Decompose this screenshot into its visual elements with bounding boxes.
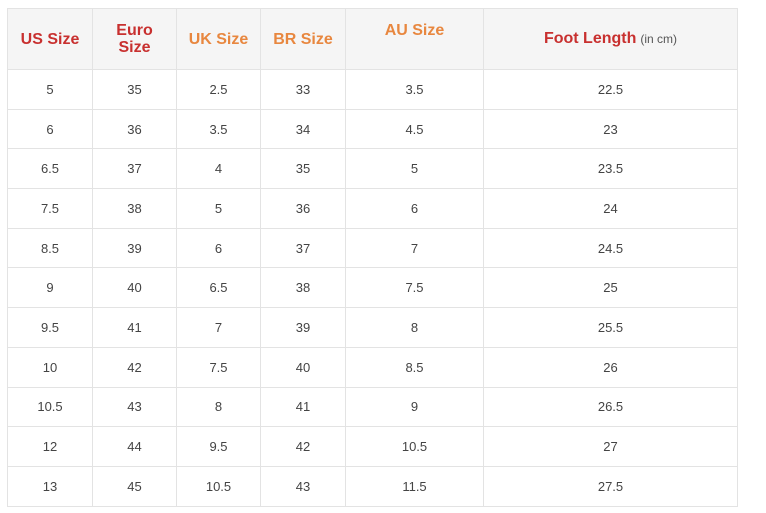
cell-euro-size: 44 — [92, 426, 177, 467]
cell-uk-size: 6.5 — [176, 267, 261, 309]
cell-us-size: 9.5 — [7, 307, 93, 348]
cell-uk-size: 7 — [176, 307, 261, 348]
table-row: 6.5 37 4 35 5 23.5 — [7, 148, 738, 190]
header-br-size: BR Size — [260, 8, 346, 70]
cell-foot-length: 25 — [483, 267, 738, 309]
cell-us-size: 10.5 — [7, 386, 93, 428]
cell-euro-size: 38 — [92, 188, 177, 229]
cell-uk-size: 10.5 — [176, 465, 261, 507]
cell-br-size: 40 — [260, 346, 346, 388]
cell-uk-size: 9.5 — [176, 426, 261, 467]
cell-foot-length: 24.5 — [483, 227, 738, 269]
cell-foot-length: 25.5 — [483, 307, 738, 348]
cell-au-size: 9 — [345, 386, 484, 428]
cell-foot-length: 23.5 — [483, 148, 738, 190]
cell-br-size: 33 — [260, 69, 346, 110]
cell-au-size: 10.5 — [345, 426, 484, 467]
cell-uk-size: 4 — [176, 148, 261, 190]
cell-foot-length: 24 — [483, 188, 738, 229]
cell-euro-size: 37 — [92, 148, 177, 190]
cell-uk-size: 8 — [176, 386, 261, 428]
cell-us-size: 5 — [7, 69, 93, 110]
cell-us-size: 6.5 — [7, 148, 93, 190]
cell-foot-length: 27.5 — [483, 465, 738, 507]
table-row: 9 40 6.5 38 7.5 25 — [7, 267, 738, 309]
cell-us-size: 9 — [7, 267, 93, 309]
cell-foot-length: 26 — [483, 346, 738, 388]
cell-euro-size: 45 — [92, 465, 177, 507]
cell-euro-size: 43 — [92, 386, 177, 428]
cell-uk-size: 5 — [176, 188, 261, 229]
cell-us-size: 6 — [7, 108, 93, 150]
header-foot-length-unit: (in cm) — [640, 32, 678, 46]
cell-br-size: 35 — [260, 148, 346, 190]
cell-foot-length: 22.5 — [483, 69, 738, 110]
shoe-size-table: US Size Euro Size UK Size BR Size AU Size… — [7, 8, 738, 507]
table-row: 5 35 2.5 33 3.5 22.5 — [7, 69, 738, 110]
table-row: 7.5 38 5 36 6 24 — [7, 188, 738, 229]
cell-au-size: 8.5 — [345, 346, 484, 388]
header-euro-line1: Euro — [116, 22, 153, 39]
cell-br-size: 43 — [260, 465, 346, 507]
cell-foot-length: 23 — [483, 108, 738, 150]
cell-br-size: 39 — [260, 307, 346, 348]
cell-uk-size: 2.5 — [176, 69, 261, 110]
header-row: US Size Euro Size UK Size BR Size AU Size… — [7, 8, 738, 70]
header-foot-length: Foot Length (in cm) — [483, 8, 738, 70]
cell-euro-size: 39 — [92, 227, 177, 269]
table-row: 8.5 39 6 37 7 24.5 — [7, 227, 738, 269]
header-au-size: AU Size — [345, 8, 484, 70]
cell-foot-length: 26.5 — [483, 386, 738, 428]
cell-au-size: 7.5 — [345, 267, 484, 309]
cell-uk-size: 6 — [176, 227, 261, 269]
cell-euro-size: 36 — [92, 108, 177, 150]
header-euro-size: Euro Size — [92, 8, 177, 70]
cell-au-size: 4.5 — [345, 108, 484, 150]
table-row: 6 36 3.5 34 4.5 23 — [7, 108, 738, 150]
cell-br-size: 36 — [260, 188, 346, 229]
table-row: 9.5 41 7 39 8 25.5 — [7, 307, 738, 348]
cell-us-size: 8.5 — [7, 227, 93, 269]
cell-us-size: 12 — [7, 426, 93, 467]
cell-au-size: 6 — [345, 188, 484, 229]
cell-au-size: 8 — [345, 307, 484, 348]
cell-foot-length: 27 — [483, 426, 738, 467]
table-row: 10.5 43 8 41 9 26.5 — [7, 386, 738, 428]
cell-euro-size: 41 — [92, 307, 177, 348]
table-row: 13 45 10.5 43 11.5 27.5 — [7, 465, 738, 507]
header-us-size: US Size — [7, 8, 93, 70]
cell-au-size: 11.5 — [345, 465, 484, 507]
header-euro-line2: Size — [118, 39, 151, 56]
header-foot-length-label: Foot Length — [543, 30, 637, 47]
header-uk-size: UK Size — [176, 8, 261, 70]
cell-br-size: 37 — [260, 227, 346, 269]
cell-us-size: 10 — [7, 346, 93, 388]
cell-us-size: 7.5 — [7, 188, 93, 229]
cell-br-size: 38 — [260, 267, 346, 309]
cell-au-size: 5 — [345, 148, 484, 190]
cell-au-size: 7 — [345, 227, 484, 269]
cell-au-size: 3.5 — [345, 69, 484, 110]
cell-br-size: 41 — [260, 386, 346, 428]
cell-euro-size: 40 — [92, 267, 177, 309]
table-row: 10 42 7.5 40 8.5 26 — [7, 346, 738, 388]
cell-br-size: 34 — [260, 108, 346, 150]
cell-uk-size: 7.5 — [176, 346, 261, 388]
cell-us-size: 13 — [7, 465, 93, 507]
table-row: 12 44 9.5 42 10.5 27 — [7, 426, 738, 467]
cell-br-size: 42 — [260, 426, 346, 467]
cell-uk-size: 3.5 — [176, 108, 261, 150]
cell-euro-size: 42 — [92, 346, 177, 388]
cell-euro-size: 35 — [92, 69, 177, 110]
